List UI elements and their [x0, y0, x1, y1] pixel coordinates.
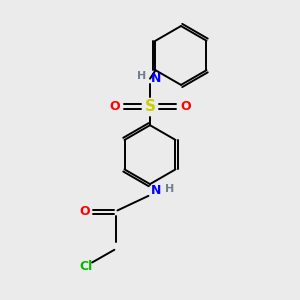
Text: O: O	[180, 100, 191, 113]
Text: N: N	[150, 184, 161, 197]
Text: N: N	[150, 72, 161, 85]
Text: O: O	[109, 100, 120, 113]
Text: Cl: Cl	[79, 260, 92, 273]
Text: H: H	[137, 70, 146, 81]
Text: H: H	[165, 184, 174, 194]
Text: O: O	[80, 206, 90, 218]
Text: S: S	[145, 99, 155, 114]
